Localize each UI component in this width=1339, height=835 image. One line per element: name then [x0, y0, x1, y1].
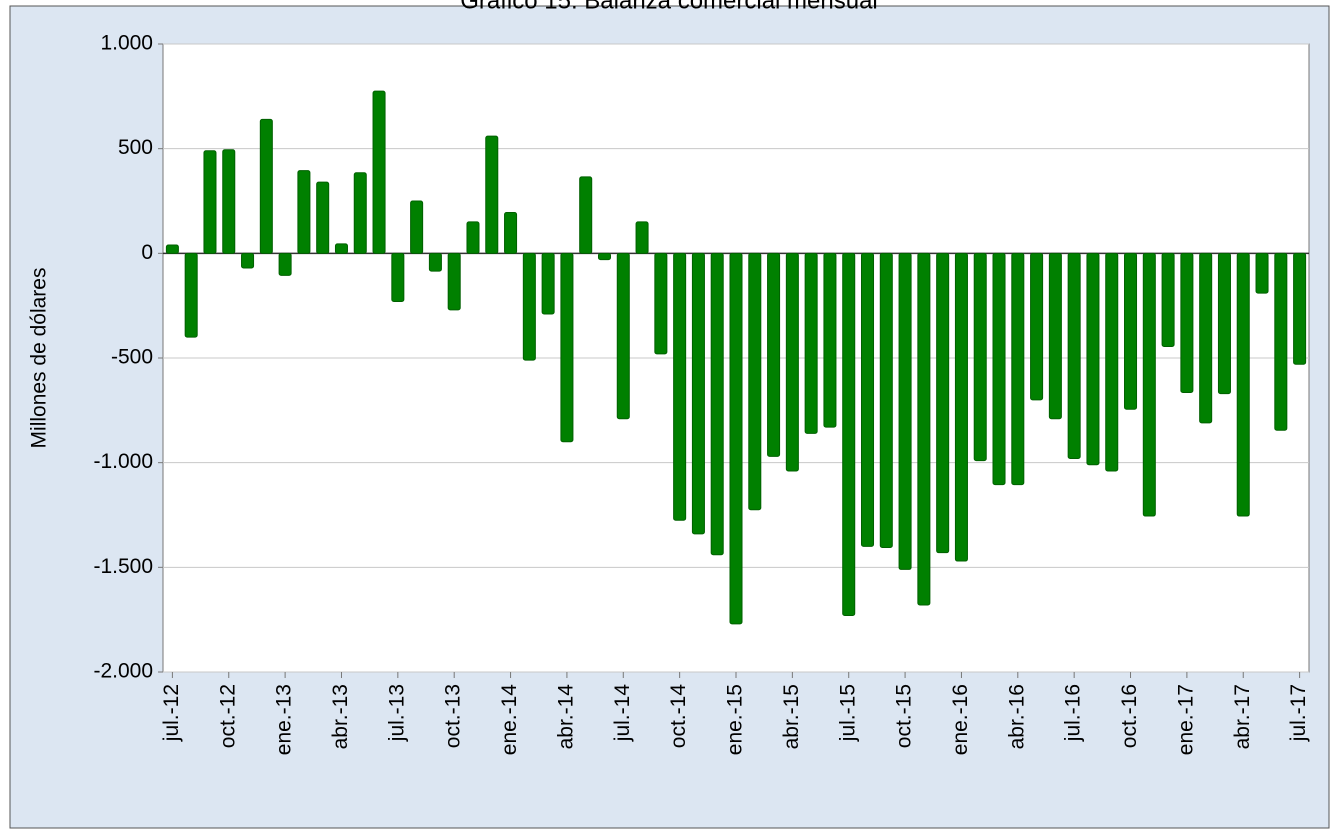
bar	[466, 221, 480, 254]
bar	[410, 200, 424, 254]
bar	[391, 252, 405, 302]
bar	[729, 252, 743, 625]
x-tick-label: oct.-16	[1118, 684, 1141, 748]
bar	[1086, 252, 1100, 466]
bar	[203, 150, 217, 254]
bar	[785, 252, 799, 472]
bar	[447, 252, 461, 311]
bar	[334, 243, 348, 254]
y-tick-label: -2.000	[93, 660, 153, 683]
bar	[1048, 252, 1062, 420]
bar	[635, 221, 649, 254]
bar	[1142, 252, 1156, 517]
bar	[1030, 252, 1044, 401]
bar	[992, 252, 1006, 486]
bar	[165, 244, 179, 254]
bar	[522, 252, 536, 361]
x-tick-label: jul.-12	[160, 684, 183, 742]
bar	[654, 252, 668, 355]
bar	[579, 176, 593, 254]
bar	[504, 212, 518, 254]
bar	[673, 252, 687, 521]
bar	[710, 252, 724, 556]
y-tick-label: -500	[111, 346, 153, 369]
bar	[1180, 252, 1194, 394]
bar	[241, 252, 255, 269]
x-tick-label: ene.-14	[498, 684, 521, 756]
bar	[222, 149, 236, 254]
bar	[954, 252, 968, 562]
x-tick-label: oct.-14	[667, 684, 690, 749]
y-tick-label: -1.000	[93, 450, 153, 473]
bar	[316, 181, 330, 254]
bar	[541, 252, 555, 315]
bar	[917, 252, 931, 606]
bar	[1011, 252, 1025, 486]
bar	[1105, 252, 1119, 472]
x-tick-label: abr.-17	[1231, 684, 1254, 749]
bar	[1236, 252, 1250, 517]
x-tick-label: ene.-15	[724, 684, 747, 755]
bar	[560, 252, 574, 443]
y-tick-label: -1.500	[93, 555, 153, 578]
x-tick-label: jul.-16	[1062, 684, 1085, 742]
bar	[691, 252, 705, 535]
x-tick-label: oct.-15	[893, 684, 916, 748]
x-tick-label: abr.-16	[1005, 684, 1028, 749]
bar	[485, 135, 499, 254]
x-tick-label: jul.-15	[836, 684, 859, 742]
bar	[842, 252, 856, 616]
bar	[1274, 252, 1288, 431]
bar	[1255, 252, 1269, 294]
x-tick-label: oct.-13	[442, 684, 465, 748]
bar	[1124, 252, 1138, 410]
bar	[353, 172, 367, 254]
bar	[259, 118, 273, 254]
x-tick-label: jul.-14	[611, 684, 634, 743]
bar	[936, 252, 950, 554]
x-tick-label: oct.-12	[216, 684, 239, 748]
x-tick-label: abr.-15	[780, 684, 803, 749]
bar	[297, 170, 311, 254]
bar	[372, 90, 386, 254]
bar	[597, 252, 612, 261]
bar	[823, 252, 837, 428]
bar	[1067, 252, 1081, 459]
bar	[1217, 252, 1231, 395]
bar	[1293, 252, 1307, 365]
x-tick-label: ene.-17	[1174, 684, 1197, 755]
bar	[1161, 252, 1175, 347]
y-axis-label: Millones de dólares	[28, 268, 51, 449]
bar	[767, 252, 781, 457]
bar	[616, 252, 630, 420]
bar	[898, 252, 912, 570]
x-tick-label: ene.-16	[949, 684, 972, 755]
y-tick-label: 500	[118, 136, 153, 159]
x-tick-label: ene.-13	[273, 684, 296, 755]
x-tick-label: abr.-14	[554, 684, 577, 750]
chart-title: Gráfico 15: Balanza comercial mensual	[460, 0, 878, 14]
bar	[428, 252, 442, 272]
x-tick-label: abr.-13	[329, 684, 352, 749]
x-tick-label: jul.-13	[385, 684, 408, 742]
bar	[1199, 252, 1213, 424]
y-tick-label: 0	[141, 241, 153, 264]
bar	[804, 252, 818, 434]
bar	[860, 252, 875, 547]
bar	[748, 252, 762, 511]
bar	[879, 252, 893, 548]
bar	[278, 252, 292, 276]
y-tick-label: 1.000	[100, 32, 153, 55]
bar	[973, 252, 987, 462]
bar	[184, 252, 198, 338]
x-tick-label: jul.-17	[1287, 684, 1310, 742]
